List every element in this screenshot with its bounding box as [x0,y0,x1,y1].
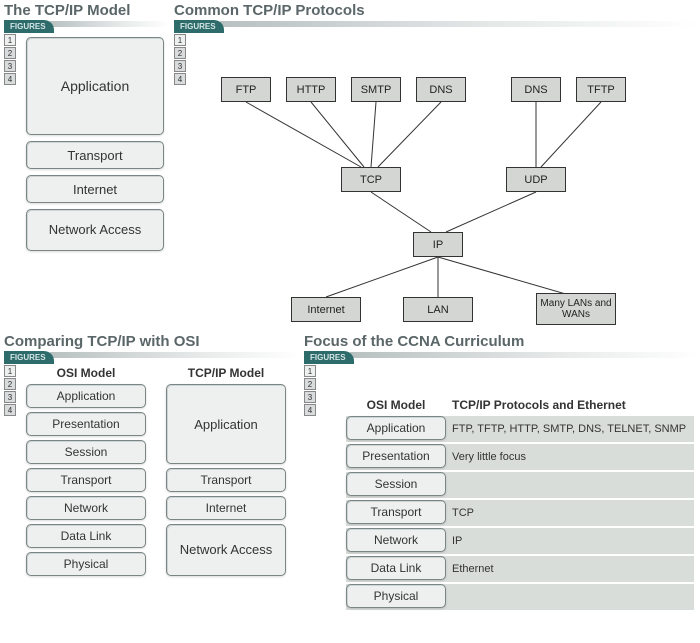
node-many: Many LANs and WANs [536,293,616,325]
fig-num[interactable]: 3 [174,60,186,72]
protocol-diagram: FTP HTTP SMTP DNS DNS TFTP TCP UDP IP In… [196,27,700,327]
node-dns: DNS [416,77,466,102]
node-lan: LAN [403,297,473,322]
fig-num[interactable]: 3 [304,391,316,403]
focus-row: PresentationVery little focus [346,444,694,470]
title-focus: Focus of the CCNA Curriculum [300,331,700,350]
osi-head: OSI Model [26,366,146,380]
figure-numbers: 1 2 3 4 [174,34,186,86]
fig-num[interactable]: 2 [304,378,316,390]
focus-row: Data LinkEthernet [346,556,694,582]
focus-proto-text: IP [446,528,462,554]
fig-num[interactable]: 1 [4,34,16,46]
focus-row: Session [346,472,694,498]
fig-num[interactable]: 2 [4,378,16,390]
figures-tab: FIGURES [174,20,224,33]
figures-tab: FIGURES [4,351,54,364]
osi-transport: Transport [26,468,146,492]
tcpip-head: TCP/IP Model [166,366,286,380]
osi-datalink: Data Link [26,524,146,548]
fig-num[interactable]: 4 [4,404,16,416]
fig-num[interactable]: 1 [304,365,316,377]
osi-physical: Physical [26,552,146,576]
focus-row: ApplicationFTP, TFTP, HTTP, SMTP, DNS, T… [346,416,694,442]
panel-protocols: Common TCP/IP Protocols FIGURES 1 2 3 4 [170,0,700,327]
figure-numbers: 1 2 3 4 [4,34,16,86]
title-protocols: Common TCP/IP Protocols [170,0,700,19]
panel-compare: Comparing TCP/IP with OSI FIGURES 1 2 3 … [0,331,300,612]
node-ftp: FTP [221,77,271,102]
node-udp: UDP [506,167,566,192]
panel-tcpip-model: The TCP/IP Model FIGURES 1 2 3 4 Applica… [0,0,170,327]
panel-focus: Focus of the CCNA Curriculum FIGURES 1 2… [300,331,700,612]
focus-osi-layer: Physical [346,584,446,608]
tcpip-application: Application [166,384,286,464]
figures-tab: FIGURES [4,20,54,33]
fig-num[interactable]: 3 [4,60,16,72]
focus-proto-head: TCP/IP Protocols and Ethernet [446,398,694,412]
focus-osi-layer: Transport [346,500,446,524]
layer-network-access: Network Access [26,209,164,251]
fig-num[interactable]: 1 [174,34,186,46]
node-internet: Internet [291,297,361,322]
focus-proto-text: FTP, TFTP, HTTP, SMTP, DNS, TELNET, SNMP [446,416,686,442]
focus-osi-layer: Application [346,416,446,440]
focus-proto-text [446,584,452,610]
focus-proto-text: Ethernet [446,556,494,582]
focus-rows: ApplicationFTP, TFTP, HTTP, SMTP, DNS, T… [346,416,694,610]
node-tcp: TCP [341,167,401,192]
osi-application: Application [26,384,146,408]
osi-network: Network [26,496,146,520]
focus-osi-layer: Data Link [346,556,446,580]
osi-presentation: Presentation [26,412,146,436]
fig-num[interactable]: 1 [4,365,16,377]
focus-osi-layer: Session [346,472,446,496]
figure-numbers: 1 2 3 4 [4,365,16,417]
connector-lines [196,27,700,327]
focus-proto-text: Very little focus [446,444,526,470]
title-tcpip-model: The TCP/IP Model [0,0,170,19]
focus-proto-text [446,472,452,498]
fig-num[interactable]: 4 [304,404,316,416]
node-ip: IP [413,232,463,257]
layer-internet: Internet [26,175,164,203]
focus-row: NetworkIP [346,528,694,554]
focus-osi-head: OSI Model [346,398,446,412]
figure-numbers: 1 2 3 4 [304,365,316,417]
fig-num[interactable]: 3 [4,391,16,403]
fig-num[interactable]: 2 [4,47,16,59]
layer-application: Application [26,37,164,135]
focus-osi-layer: Network [346,528,446,552]
node-dns2: DNS [511,77,561,102]
node-http: HTTP [286,77,336,102]
focus-proto-text: TCP [446,500,474,526]
figures-tab: FIGURES [304,351,354,364]
node-tftp: TFTP [576,77,626,102]
fig-num[interactable]: 4 [4,73,16,85]
fig-num[interactable]: 2 [174,47,186,59]
tcpip-internet: Internet [166,496,286,520]
focus-row: TransportTCP [346,500,694,526]
focus-row: Physical [346,584,694,610]
tcpip-transport: Transport [166,468,286,492]
fig-num[interactable]: 4 [174,73,186,85]
focus-osi-layer: Presentation [346,444,446,468]
title-compare: Comparing TCP/IP with OSI [0,331,300,350]
tcpip-network-access: Network Access [166,524,286,576]
node-smtp: SMTP [351,77,401,102]
osi-session: Session [26,440,146,464]
layer-transport: Transport [26,141,164,169]
